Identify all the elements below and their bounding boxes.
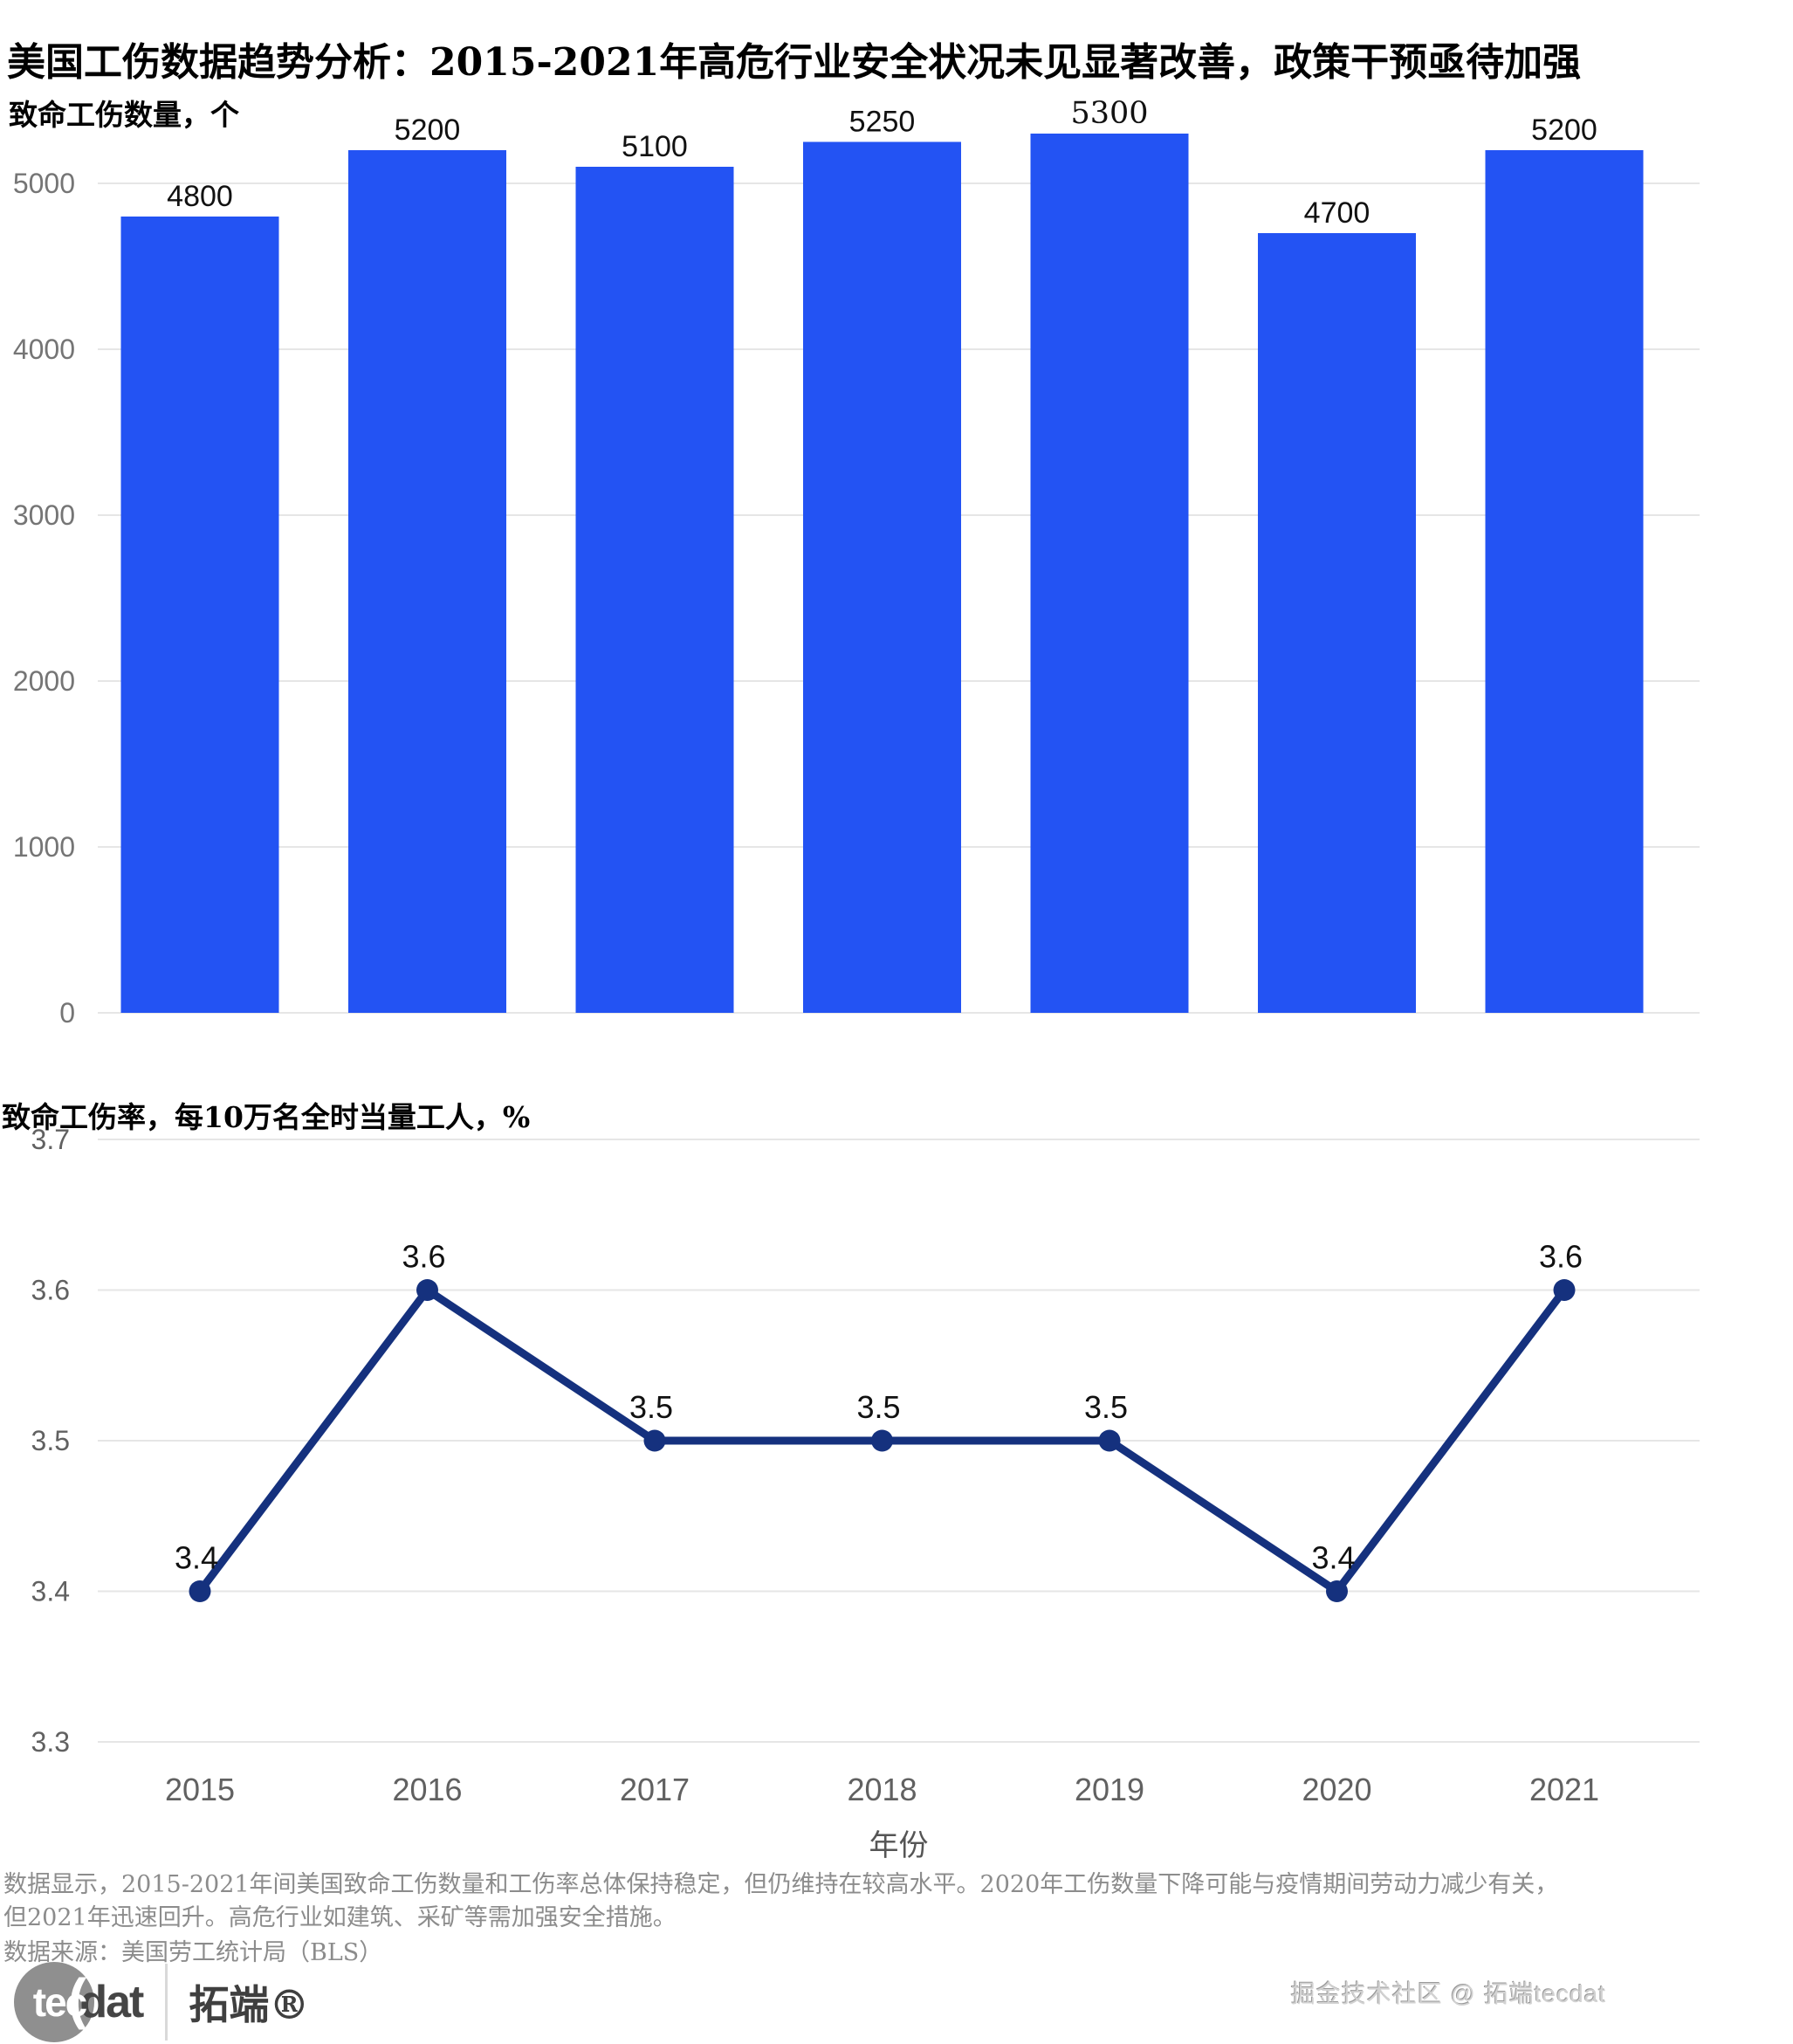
bar-ytick-4000: 4000	[13, 334, 75, 365]
line-point-2020	[1326, 1580, 1348, 1602]
bar-2021	[1485, 150, 1644, 1013]
bar-value-label-2021: 5200	[1531, 114, 1597, 147]
bar-ytick-3000: 3000	[13, 499, 75, 531]
line-ytick-3.4: 3.4	[31, 1576, 70, 1607]
logo-divider	[165, 1964, 168, 2041]
line-point-label-2020: 3.4	[1311, 1540, 1355, 1576]
line-point-2017	[643, 1429, 666, 1452]
bar-value-label-2019: 5300	[1070, 96, 1148, 131]
tecdat-logo: tec ( dat 拓端®	[14, 1961, 309, 2043]
xtick-2015: 2015	[165, 1772, 235, 1807]
xtick-2017: 2017	[620, 1772, 690, 1807]
xtick-2020: 2020	[1302, 1772, 1371, 1807]
line-point-label-2015: 3.4	[175, 1540, 218, 1576]
bar-ytick-0: 0	[59, 997, 75, 1029]
line-ytick-3.5: 3.5	[31, 1425, 70, 1456]
xtick-2021: 2021	[1529, 1772, 1599, 1807]
line-point-label-2018: 3.5	[856, 1389, 900, 1425]
line-ytick-3.6: 3.6	[31, 1275, 70, 1306]
xtick-2019: 2019	[1075, 1772, 1144, 1807]
bar-value-label-2018: 5250	[849, 106, 916, 139]
line-point-2018	[871, 1429, 893, 1452]
bar-value-label-2015: 4800	[167, 180, 233, 213]
line-point-2021	[1553, 1279, 1576, 1301]
logo-text-cn: 拓端®	[189, 1981, 310, 2028]
line-point-2016	[416, 1279, 438, 1301]
xtick-2018: 2018	[847, 1772, 917, 1807]
bar-value-label-2017: 5100	[622, 130, 688, 163]
x-axis-label: 年份	[869, 1829, 929, 1862]
line-point-label-2021: 3.6	[1539, 1239, 1583, 1275]
bar-2019	[1030, 134, 1189, 1013]
logo-text-dat: dat	[79, 1977, 144, 2027]
logo-text-tec: tec	[32, 1979, 88, 2025]
logo-circle-icon: tec	[14, 1962, 94, 2042]
bar-value-label-2020: 4700	[1304, 196, 1371, 230]
line-point-label-2019: 3.5	[1084, 1389, 1128, 1425]
line-ytick-3.3: 3.3	[31, 1726, 70, 1758]
bar-2016	[348, 150, 506, 1013]
line-point-label-2017: 3.5	[629, 1389, 673, 1425]
bar-2017	[575, 167, 734, 1013]
line-chart-title: 致命工伤率，每10万名全时当量工人，%	[2, 1100, 531, 1135]
line-point-2015	[189, 1580, 211, 1602]
line-point-2019	[1098, 1429, 1121, 1452]
watermark: 掘金技术社区 @ 拓端tecdat	[1290, 1980, 1606, 2007]
bar-chart-title: 致命工伤数量，个	[9, 98, 239, 133]
data-source: 数据来源：美国劳工统计局（BLS）	[3, 1939, 383, 1966]
bar-2015	[120, 217, 279, 1013]
logo-crescent-icon: (	[68, 1967, 87, 2030]
bar-2020	[1258, 233, 1416, 1013]
bar-ytick-2000: 2000	[13, 665, 75, 697]
bar-2018	[803, 141, 961, 1013]
xtick-2016: 2016	[392, 1772, 462, 1807]
footer-note-line1: 数据显示，2015-2021年间美国致命工伤数量和工伤率总体保持稳定，但仍维持在…	[3, 1871, 1559, 1898]
bar-ytick-5000: 5000	[13, 168, 75, 199]
line-point-label-2016: 3.6	[402, 1239, 445, 1275]
bar-value-label-2016: 5200	[395, 114, 461, 147]
page-title: 美国工伤数据趋势分析：2015-2021年高危行业安全状况未见显著改善，政策干预…	[7, 40, 1582, 86]
line-ytick-3.7: 3.7	[31, 1124, 70, 1155]
footer-note-line2: 但2021年迅速回升。高危行业如建筑、采矿等需加强安全措施。	[3, 1904, 677, 1931]
bar-ytick-1000: 1000	[13, 831, 75, 863]
